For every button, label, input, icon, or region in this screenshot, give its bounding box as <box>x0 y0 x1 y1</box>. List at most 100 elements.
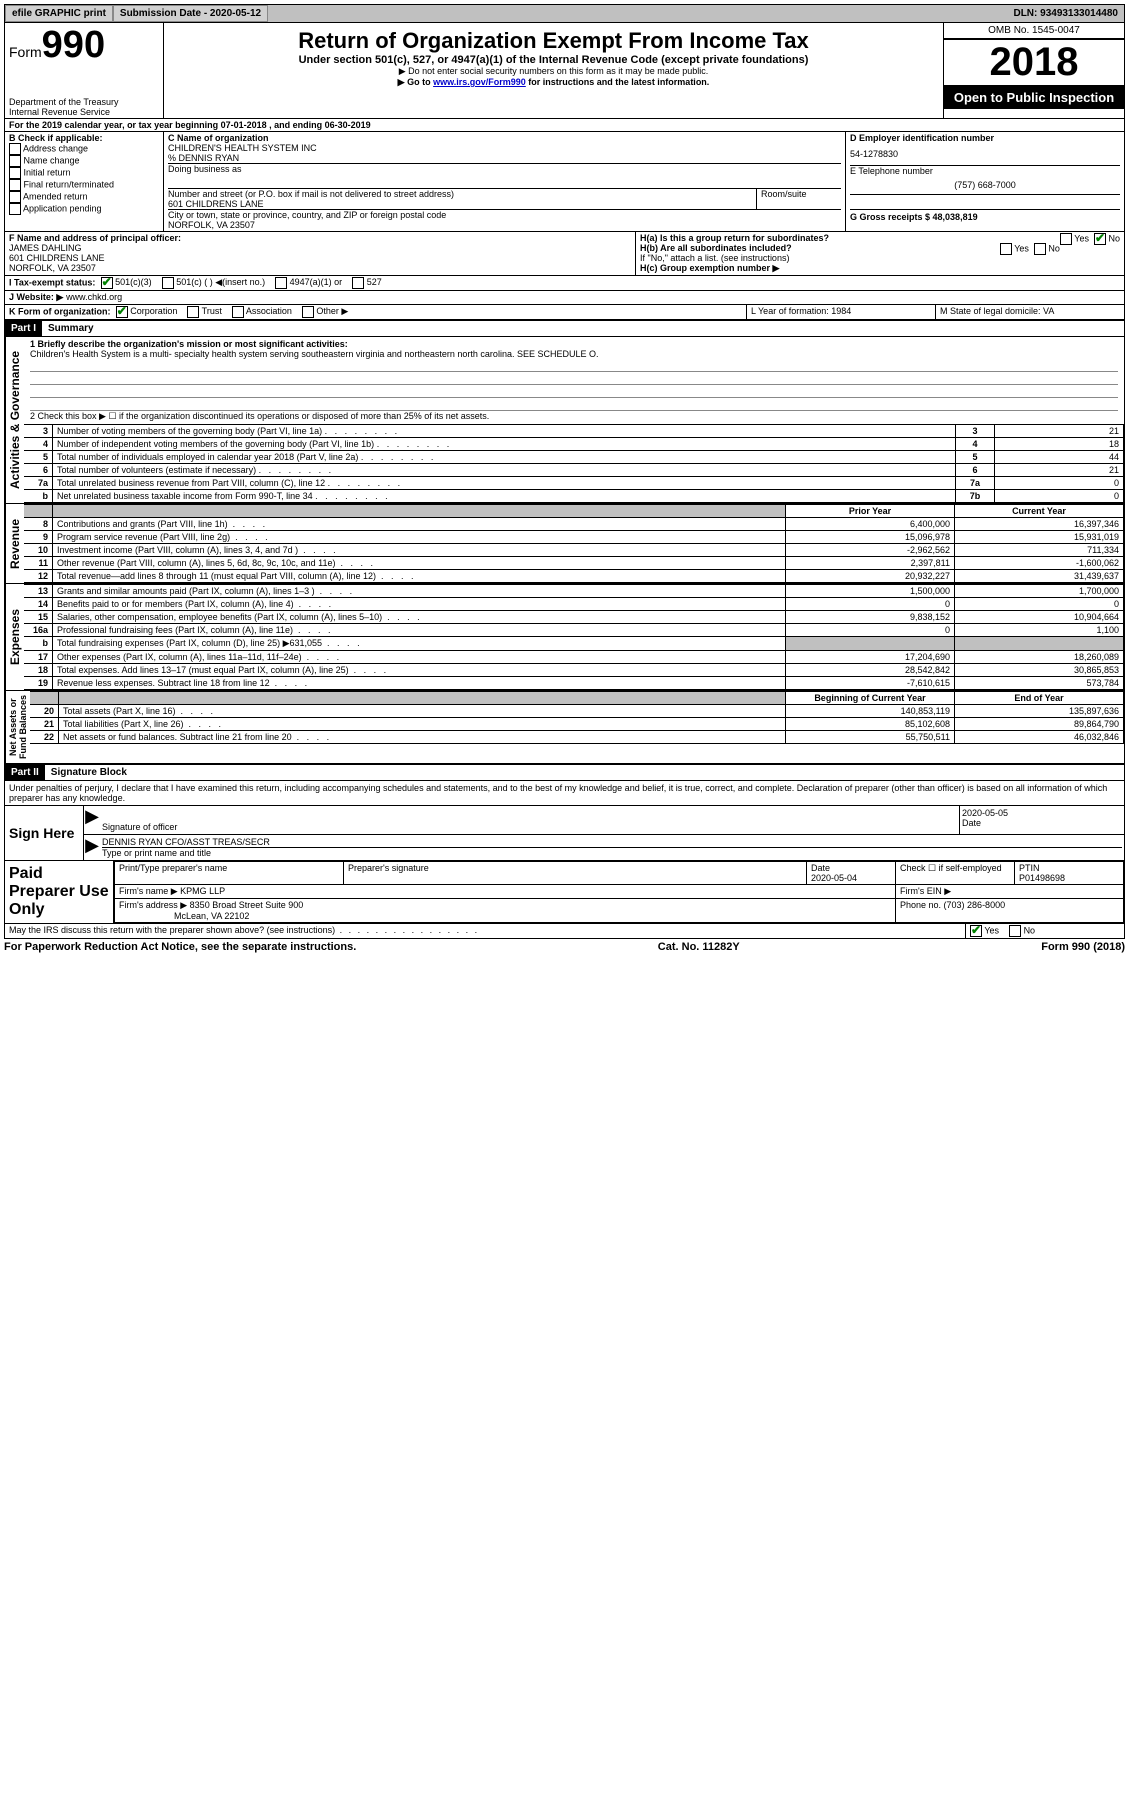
hc-label: H(c) Group exemption number ▶ <box>640 263 1120 274</box>
tax-status-checkbox[interactable] <box>275 277 287 289</box>
firm-addr2: McLean, VA 22102 <box>174 911 249 921</box>
ptin-label: PTIN <box>1019 863 1040 873</box>
table-cell: 0 <box>995 477 1124 490</box>
table-cell: 16,397,346 <box>955 518 1124 531</box>
form-subtitle: Under section 501(c), 527, or 4947(a)(1)… <box>168 54 939 66</box>
table-cell: 1,700,000 <box>955 585 1124 598</box>
section-j-label: J Website: ▶ <box>9 292 63 302</box>
form-number: 990 <box>42 24 105 66</box>
addr-label: Number and street (or P.O. box if mail i… <box>168 189 756 199</box>
table-cell <box>955 637 1124 651</box>
section-b-checkbox[interactable] <box>9 179 21 191</box>
tax-status-checkbox[interactable] <box>162 277 174 289</box>
omb-number: OMB No. 1545-0047 <box>944 23 1124 39</box>
gross-receipts: G Gross receipts $ 48,038,819 <box>850 209 1120 222</box>
label-revenue: Revenue <box>5 504 24 583</box>
discuss-no-checkbox[interactable] <box>1009 925 1021 937</box>
table-cell: -7,610,615 <box>786 677 955 690</box>
ha-label: H(a) Is this a group return for subordin… <box>640 233 829 243</box>
q1-mission-text: Children's Health System is a multi- spe… <box>30 349 1118 359</box>
q1-label: 1 Briefly describe the organization's mi… <box>30 339 1118 349</box>
city-label: City or town, state or province, country… <box>168 210 841 220</box>
discuss-question: May the IRS discuss this return with the… <box>9 925 335 935</box>
section-b-label: B Check if applicable: <box>9 133 159 143</box>
self-employed-label: Check ☐ if self-employed <box>896 862 1015 885</box>
paid-preparer-label: Paid Preparer Use Only <box>5 861 114 923</box>
net-assets-table: Beginning of Current YearEnd of Year20To… <box>30 691 1124 744</box>
catalog-number: Cat. No. 11282Y <box>658 941 740 953</box>
table-cell: 6,400,000 <box>786 518 955 531</box>
revenue-table: Prior YearCurrent Year8Contributions and… <box>24 504 1124 583</box>
governance-table: 3Number of voting members of the governi… <box>24 424 1124 503</box>
dept-treasury: Department of the Treasury Internal Reve… <box>9 97 159 117</box>
note-ssn: ▶ Do not enter social security numbers o… <box>168 66 939 77</box>
open-inspection: Open to Public Inspection <box>944 86 1124 109</box>
hb-yes-checkbox[interactable] <box>1000 243 1012 255</box>
sig-date-label: Date <box>962 818 1122 828</box>
table-cell: 31,439,637 <box>955 570 1124 583</box>
form-org-checkbox[interactable] <box>116 306 128 318</box>
table-cell: 17,204,690 <box>786 651 955 664</box>
tax-year: 2018 <box>944 39 1124 86</box>
table-cell: 46,032,846 <box>955 731 1124 744</box>
form990-link[interactable]: www.irs.gov/Form990 <box>433 77 526 87</box>
discuss-yes-checkbox[interactable] <box>970 925 982 937</box>
section-b-checkbox[interactable] <box>9 203 21 215</box>
table-cell: 18,260,089 <box>955 651 1124 664</box>
form-org-checkbox[interactable] <box>187 306 199 318</box>
table-cell: 21 <box>995 425 1124 438</box>
section-b-checkbox[interactable] <box>9 191 21 203</box>
table-cell: 140,853,119 <box>786 705 955 718</box>
table-cell: 28,542,842 <box>786 664 955 677</box>
form-org-checkbox[interactable] <box>232 306 244 318</box>
city-state-zip: NORFOLK, VA 23507 <box>168 220 841 230</box>
firm-addr-label: Firm's address ▶ <box>119 900 187 910</box>
table-cell: 18 <box>995 438 1124 451</box>
sign-here-label: Sign Here <box>5 806 84 860</box>
table-cell: -1,600,062 <box>955 557 1124 570</box>
telephone: (757) 668-7000 <box>850 176 1120 195</box>
label-activities-governance: Activities & Governance <box>5 337 24 503</box>
table-cell: 1,500,000 <box>786 585 955 598</box>
ptin: P01498698 <box>1019 873 1065 883</box>
section-b-checkbox[interactable] <box>9 155 21 167</box>
hb-no-checkbox[interactable] <box>1034 243 1046 255</box>
phone-no: Phone no. (703) 286-8000 <box>896 899 1124 923</box>
identity-block: B Check if applicable: Address change Na… <box>4 132 1125 232</box>
part2-header: Part II <box>5 765 45 780</box>
table-cell: 573,784 <box>955 677 1124 690</box>
table-cell: -2,962,562 <box>786 544 955 557</box>
label-expenses: Expenses <box>5 584 24 690</box>
table-cell: 0 <box>786 598 955 611</box>
section-i-label: I Tax-exempt status: <box>9 277 95 287</box>
submission-date: Submission Date - 2020-05-12 <box>113 5 268 22</box>
table-cell: 89,864,790 <box>955 718 1124 731</box>
part2-title: Signature Block <box>45 765 133 780</box>
efile-print-btn[interactable]: efile GRAPHIC print <box>5 5 113 22</box>
website: www.chkd.org <box>66 292 122 302</box>
dba-label: Doing business as <box>168 164 841 174</box>
ein: 54-1278830 <box>850 143 1120 166</box>
table-cell: 2,397,811 <box>786 557 955 570</box>
ha-no-checkbox[interactable] <box>1094 233 1106 245</box>
tax-status-checkbox[interactable] <box>352 277 364 289</box>
section-c-name-label: C Name of organization <box>168 133 841 143</box>
tax-status-checkbox[interactable] <box>101 277 113 289</box>
form-title: Return of Organization Exempt From Incom… <box>168 28 939 54</box>
note-goto-pre: ▶ Go to <box>398 77 433 87</box>
line-a-period: For the 2019 calendar year, or tax year … <box>5 119 1124 131</box>
form-org-checkbox[interactable] <box>302 306 314 318</box>
prep-sig-label: Preparer's signature <box>344 862 807 885</box>
firm-addr1: 8350 Broad Street Suite 900 <box>190 900 304 910</box>
form-header: Form990 Department of the Treasury Inter… <box>4 23 1125 119</box>
street-address: 601 CHILDRENS LANE <box>168 199 756 209</box>
section-b-checkbox[interactable] <box>9 143 21 155</box>
officer-addr2: NORFOLK, VA 23507 <box>9 263 631 273</box>
section-b-checkbox[interactable] <box>9 167 21 179</box>
prep-name-label: Print/Type preparer's name <box>115 862 344 885</box>
table-cell: 711,334 <box>955 544 1124 557</box>
q2-label: 2 Check this box ▶ ☐ if the organization… <box>30 411 1118 422</box>
hb-label: H(b) Are all subordinates included? <box>640 243 792 253</box>
prep-date-label: Date <box>811 863 830 873</box>
ha-yes-checkbox[interactable] <box>1060 233 1072 245</box>
